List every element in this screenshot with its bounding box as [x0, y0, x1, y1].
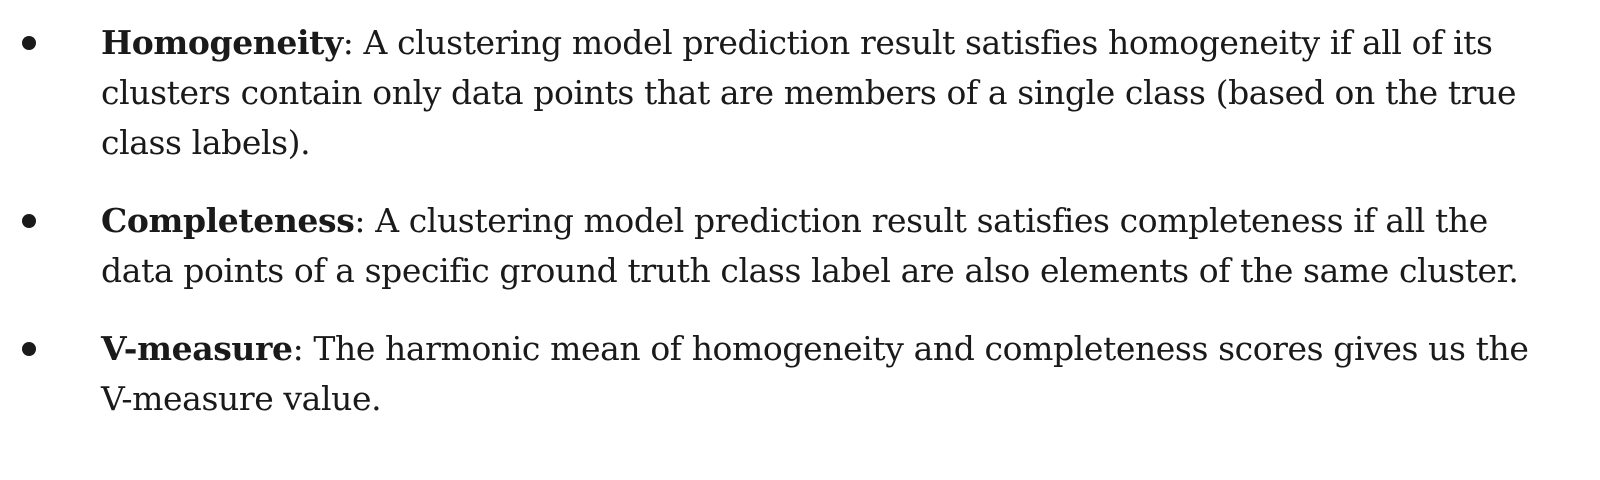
term-completeness: Completeness: [101, 201, 355, 240]
definition-list: Homogeneity: A clustering model predicti…: [0, 18, 1600, 424]
term-homogeneity: Homogeneity: [101, 23, 343, 62]
definition-completeness: : A clustering model prediction result s…: [101, 201, 1519, 290]
definition-v-measure: : The harmonic mean of homogeneity and c…: [101, 329, 1529, 418]
list-item-v-measure: V-measure: The harmonic mean of homogene…: [0, 324, 1600, 424]
bullet-icon: [22, 36, 36, 50]
list-item-homogeneity: Homogeneity: A clustering model predicti…: [0, 18, 1600, 168]
term-v-measure: V-measure: [101, 329, 293, 368]
list-item-completeness: Completeness: A clustering model predict…: [0, 196, 1600, 296]
bullet-icon: [22, 342, 36, 356]
definition-homogeneity: : A clustering model prediction result s…: [101, 23, 1517, 162]
bullet-icon: [22, 214, 36, 228]
